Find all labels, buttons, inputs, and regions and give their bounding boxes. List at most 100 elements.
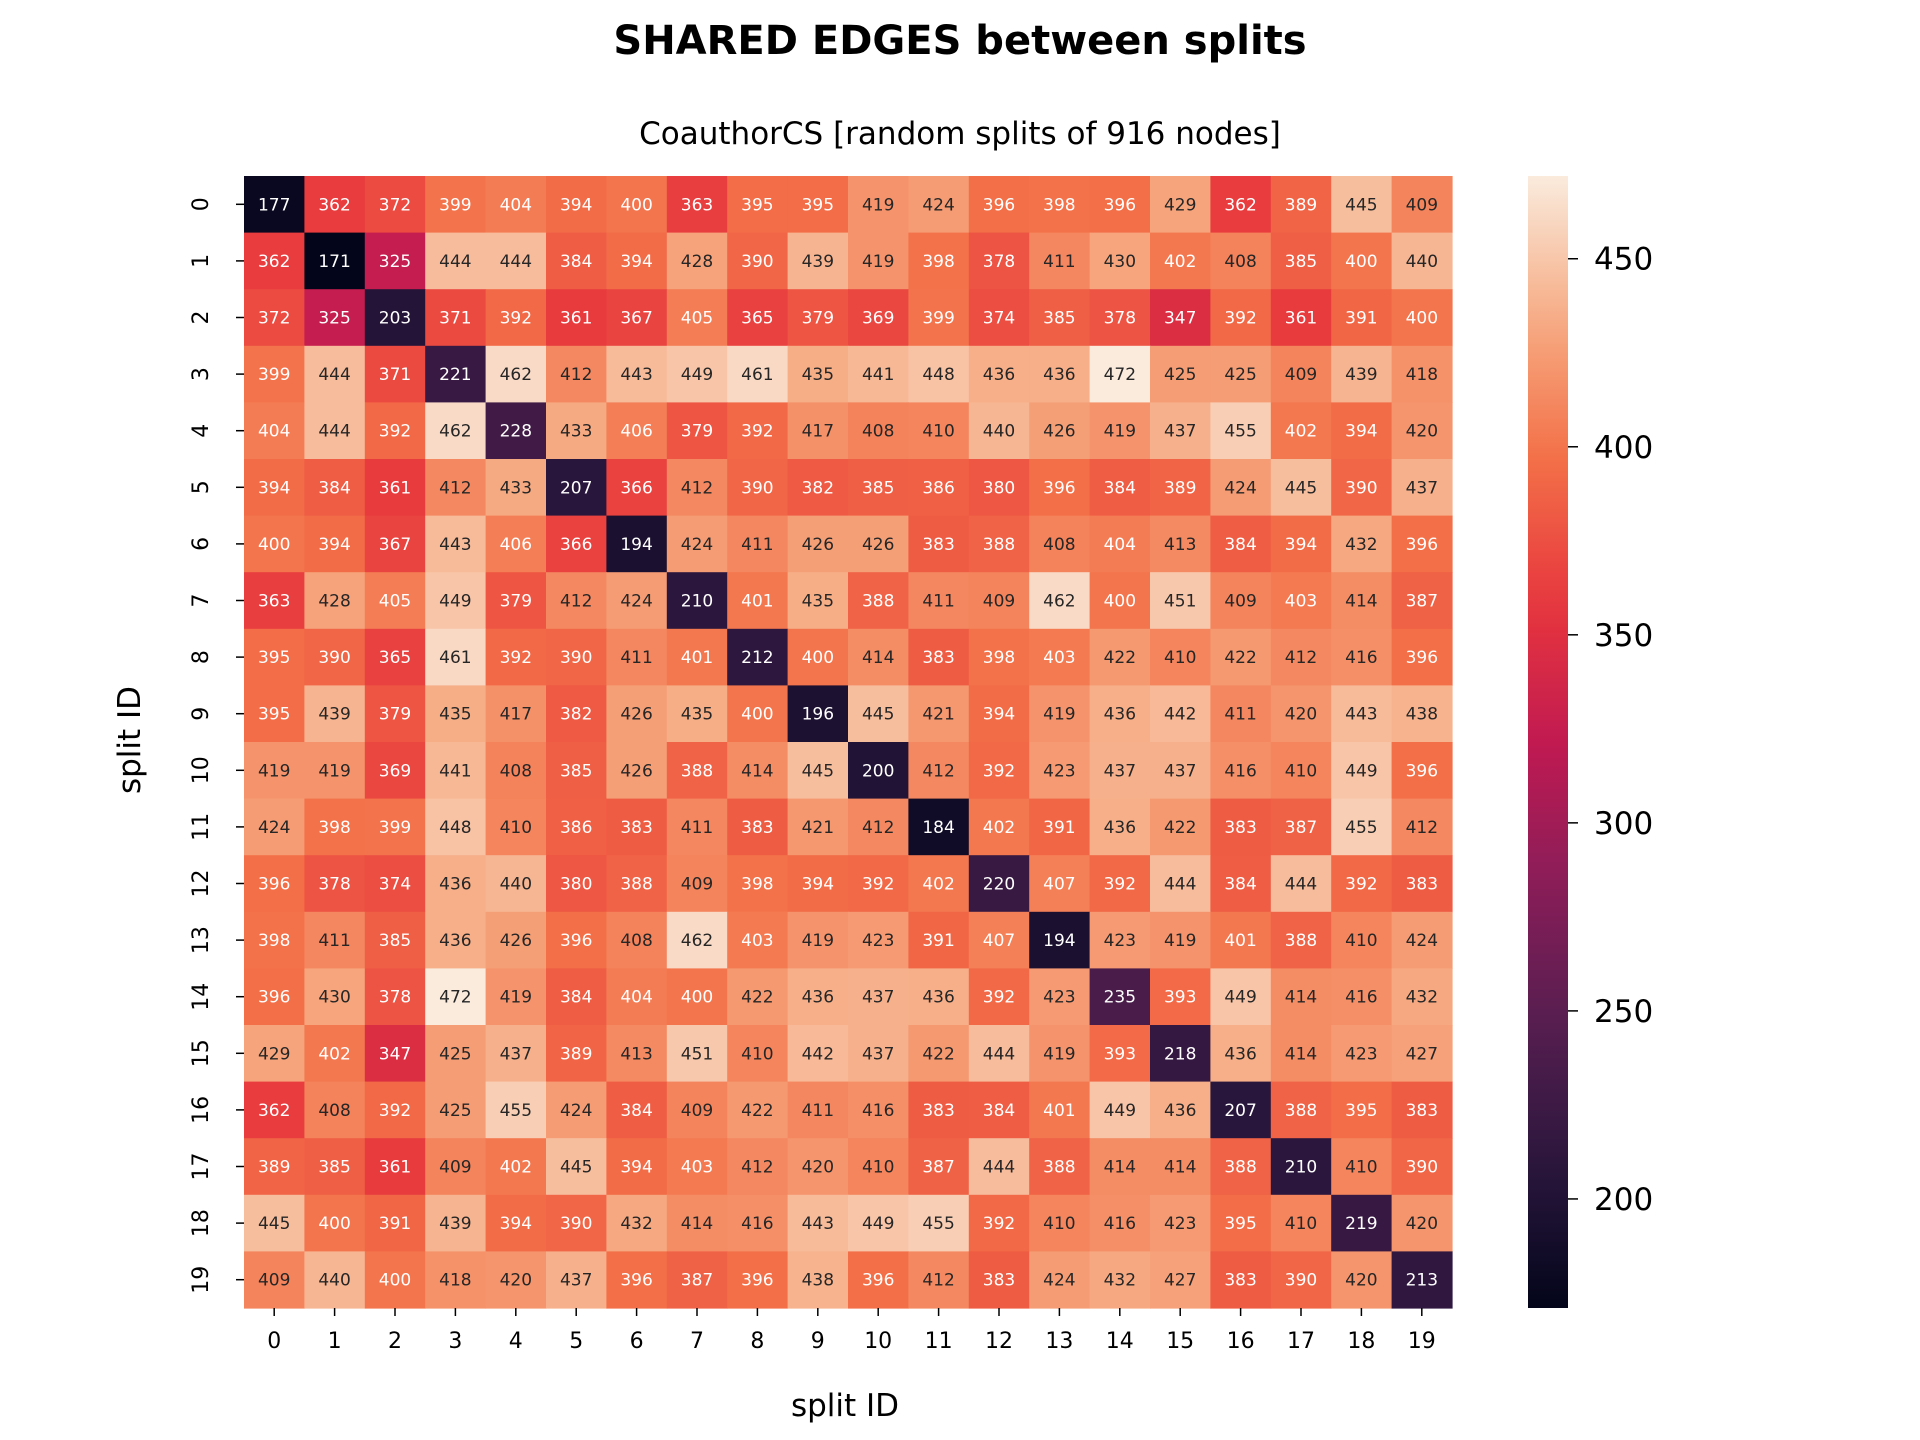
heatmap-cell bbox=[1331, 515, 1393, 573]
heatmap-cell bbox=[364, 402, 426, 460]
y-tick-label: 0 bbox=[189, 197, 214, 211]
heatmap-cell bbox=[364, 1194, 426, 1252]
heatmap-cell bbox=[546, 232, 607, 290]
heatmap-cell bbox=[1150, 968, 1211, 1026]
cell-value-label: 423 bbox=[862, 931, 894, 951]
heatmap-cell bbox=[666, 1138, 728, 1196]
cell-value-label: 412 bbox=[560, 365, 592, 385]
heatmap-cell bbox=[546, 1194, 607, 1252]
cell-value-label: 422 bbox=[741, 988, 773, 1008]
cell-value-label: 436 bbox=[1043, 365, 1075, 385]
cell-value-label: 438 bbox=[1406, 705, 1438, 725]
heatmap-cell bbox=[1331, 855, 1393, 913]
heatmap-cell bbox=[606, 968, 668, 1026]
heatmap-cell bbox=[666, 911, 728, 969]
cell-value-label: 433 bbox=[560, 422, 592, 442]
cell-value-label: 414 bbox=[681, 1214, 713, 1234]
cell-value-label: 421 bbox=[922, 705, 954, 725]
cell-value-label: 449 bbox=[439, 592, 471, 612]
cell-value-label: 443 bbox=[620, 365, 652, 385]
cell-value-label: 384 bbox=[983, 1101, 1015, 1121]
cell-value-label: 403 bbox=[681, 1158, 713, 1178]
cell-value-label: 196 bbox=[802, 705, 834, 725]
cell-value-label: 396 bbox=[258, 875, 290, 895]
cell-value-label: 444 bbox=[318, 422, 350, 442]
heatmap-cell bbox=[727, 1194, 789, 1252]
heatmap-cell bbox=[1331, 968, 1393, 1026]
heatmap-cell bbox=[1331, 742, 1393, 800]
heatmap-cell bbox=[425, 289, 487, 347]
heatmap-cell bbox=[666, 572, 728, 630]
heatmap-cell bbox=[1150, 1251, 1211, 1309]
heatmap-cell bbox=[1331, 345, 1393, 403]
cell-value-label: 410 bbox=[1285, 1214, 1317, 1234]
cell-value-label: 404 bbox=[1104, 535, 1136, 555]
heatmap-cell bbox=[908, 515, 970, 573]
cell-value-label: 435 bbox=[802, 592, 834, 612]
x-tick-label: 3 bbox=[448, 1329, 462, 1354]
heatmap-cell bbox=[1210, 515, 1272, 573]
heatmap-cell bbox=[304, 1251, 366, 1309]
cell-value-label: 383 bbox=[922, 648, 954, 668]
y-tick-label: 17 bbox=[189, 1153, 214, 1181]
heatmap-cell bbox=[425, 515, 487, 573]
cell-value-label: 436 bbox=[802, 988, 834, 1008]
cell-value-label: 392 bbox=[983, 761, 1015, 781]
heatmap-cell bbox=[787, 459, 849, 517]
cell-value-label: 416 bbox=[1104, 1214, 1136, 1234]
heatmap-cell bbox=[908, 1194, 970, 1252]
chart-subtitle: CoauthorCS [random splits of 916 nodes] bbox=[639, 116, 1281, 152]
heatmap-cell bbox=[546, 289, 607, 347]
cell-value-label: 462 bbox=[439, 422, 471, 442]
cell-value-label: 383 bbox=[1224, 1271, 1256, 1291]
heatmap-cell bbox=[425, 855, 487, 913]
heatmap-cell bbox=[1029, 515, 1091, 573]
cell-value-label: 437 bbox=[862, 1044, 894, 1064]
cell-value-label: 400 bbox=[620, 195, 652, 215]
heatmap-cell bbox=[1150, 1081, 1211, 1139]
heatmap-cell bbox=[787, 968, 849, 1026]
cell-value-label: 435 bbox=[802, 365, 834, 385]
y-tick-label: 18 bbox=[189, 1209, 214, 1237]
cell-value-label: 412 bbox=[439, 478, 471, 498]
cell-value-label: 433 bbox=[500, 478, 532, 498]
heatmap-cell bbox=[425, 1251, 487, 1309]
x-tick-label: 0 bbox=[267, 1329, 281, 1354]
cell-value-label: 410 bbox=[500, 818, 532, 838]
cell-value-label: 419 bbox=[1043, 705, 1075, 725]
heatmap-cell bbox=[244, 685, 305, 743]
cell-value-label: 171 bbox=[318, 252, 350, 272]
heatmap-cell bbox=[546, 628, 607, 686]
cell-value-label: 408 bbox=[1043, 535, 1075, 555]
heatmap-cell bbox=[485, 232, 547, 290]
cell-value-label: 365 bbox=[741, 309, 773, 329]
heatmap-cell bbox=[1089, 1081, 1151, 1139]
cell-value-label: 444 bbox=[1164, 875, 1196, 895]
cell-value-label: 424 bbox=[681, 535, 713, 555]
heatmap-cell bbox=[546, 459, 607, 517]
heatmap-cell bbox=[1391, 345, 1453, 403]
cell-value-label: 399 bbox=[258, 365, 290, 385]
heatmap-cell bbox=[848, 176, 909, 234]
heatmap-cell bbox=[1089, 289, 1151, 347]
x-tick-label: 19 bbox=[1408, 1329, 1436, 1354]
heatmap-cell bbox=[1029, 402, 1091, 460]
cell-value-label: 462 bbox=[681, 931, 713, 951]
heatmap-cell bbox=[1089, 176, 1151, 234]
heatmap-cell bbox=[606, 572, 668, 630]
heatmap-cell bbox=[606, 402, 668, 460]
cell-value-label: 435 bbox=[681, 705, 713, 725]
heatmap-cell bbox=[727, 232, 789, 290]
cell-value-label: 424 bbox=[560, 1101, 592, 1121]
cell-value-label: 451 bbox=[1164, 592, 1196, 612]
heatmap-cell bbox=[244, 855, 305, 913]
cell-value-label: 394 bbox=[1345, 422, 1377, 442]
cell-value-label: 413 bbox=[620, 1044, 652, 1064]
heatmap-cell bbox=[364, 968, 426, 1026]
cell-value-label: 423 bbox=[1043, 988, 1075, 1008]
heatmap-cell bbox=[908, 289, 970, 347]
cell-value-label: 455 bbox=[1224, 422, 1256, 442]
cell-value-label: 389 bbox=[560, 1044, 592, 1064]
cell-value-label: 412 bbox=[741, 1158, 773, 1178]
